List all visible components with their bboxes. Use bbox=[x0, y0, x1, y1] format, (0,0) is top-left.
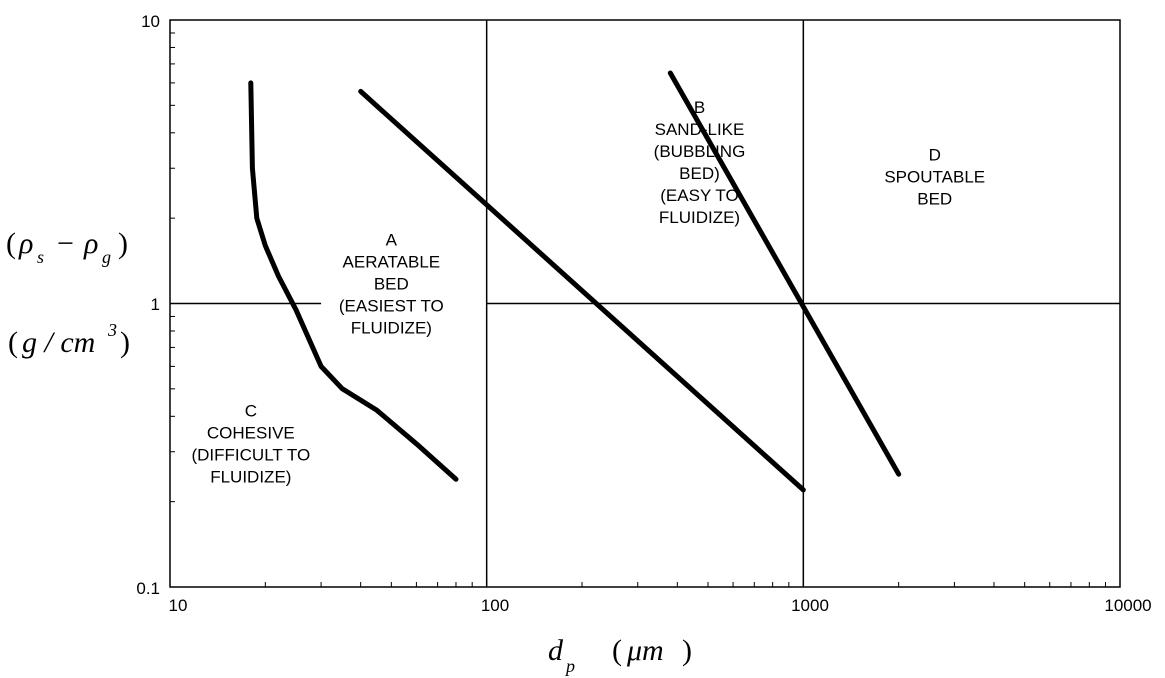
x-label-paren-open: ( bbox=[612, 634, 622, 667]
y-label-paren-open-2: ( bbox=[8, 326, 18, 359]
region-description-line: FLUIDIZE) bbox=[351, 319, 432, 338]
region-letter: C bbox=[245, 401, 257, 420]
x-label-symbol: d bbox=[548, 634, 564, 667]
region-description-line: COHESIVE bbox=[207, 423, 295, 442]
boundary-curves bbox=[248, 70, 902, 493]
y-label-paren-open: ( bbox=[6, 227, 16, 260]
region-letter: B bbox=[694, 98, 705, 117]
region-description-line: FLUIDIZE) bbox=[210, 467, 291, 486]
y-tick-labels: 10 1 0.1 bbox=[136, 12, 160, 598]
x-label-paren-close: ) bbox=[682, 634, 692, 667]
x-tick-label: 10 bbox=[169, 596, 188, 615]
boundary-curve bbox=[667, 70, 902, 477]
y-label-exponent: 3 bbox=[107, 320, 117, 340]
y-tick-label: 0.1 bbox=[136, 579, 160, 598]
y-label-sub-b: g bbox=[102, 247, 111, 267]
boundary-curve bbox=[358, 88, 806, 493]
y-tick-label: 10 bbox=[141, 12, 160, 31]
x-axis-label: d p ( μm ) bbox=[548, 634, 692, 676]
region-description-line: BED bbox=[917, 189, 952, 208]
reference-lines bbox=[170, 20, 1120, 587]
region-description-line: (EASY TO bbox=[660, 186, 738, 205]
x-tick-label: 100 bbox=[481, 596, 509, 615]
y-label-minus: − bbox=[57, 227, 74, 260]
region-description-line: FLUIDIZE) bbox=[659, 208, 740, 227]
x-tick-label: 10000 bbox=[1104, 596, 1151, 615]
region-letter: D bbox=[929, 145, 941, 164]
y-label-paren-close: ) bbox=[118, 227, 128, 260]
x-label-unit: μm bbox=[626, 634, 664, 667]
region-description-line: BED) bbox=[679, 164, 720, 183]
y-label-unit: g / cm bbox=[22, 326, 95, 359]
x-label-subscript: p bbox=[564, 656, 575, 676]
y-axis-label-line1: ( ρ s − ρ g ) bbox=[6, 227, 128, 267]
region-description-line: (BUBBLING bbox=[654, 142, 746, 161]
y-label-symbol-a: ρ bbox=[18, 227, 33, 260]
region-description-line: SAND-LIKE bbox=[655, 120, 745, 139]
region-description-line: AERATABLE bbox=[343, 253, 441, 272]
y-label-paren-close-2: ) bbox=[120, 326, 130, 359]
y-tick-label: 1 bbox=[151, 295, 160, 314]
region-letter: A bbox=[386, 231, 398, 250]
region-description-line: BED bbox=[374, 275, 409, 294]
x-tick-label: 1000 bbox=[791, 596, 829, 615]
region-description-line: (DIFFICULT TO bbox=[191, 445, 310, 464]
region-description-line: (EASIEST TO bbox=[339, 297, 444, 316]
y-label-sub-a: s bbox=[37, 247, 44, 267]
region-description-line: SPOUTABLE bbox=[884, 167, 985, 186]
boundary-curve bbox=[248, 80, 459, 482]
y-axis-label-line2: ( g / cm 3 ) bbox=[8, 320, 130, 359]
x-tick-labels: 10 100 1000 10000 bbox=[169, 596, 1152, 615]
y-label-symbol-b: ρ bbox=[83, 227, 98, 260]
region-labels: C COHESIVE (DIFFICULT TO FLUIDIZE) A AERATABL… bbox=[191, 98, 985, 486]
